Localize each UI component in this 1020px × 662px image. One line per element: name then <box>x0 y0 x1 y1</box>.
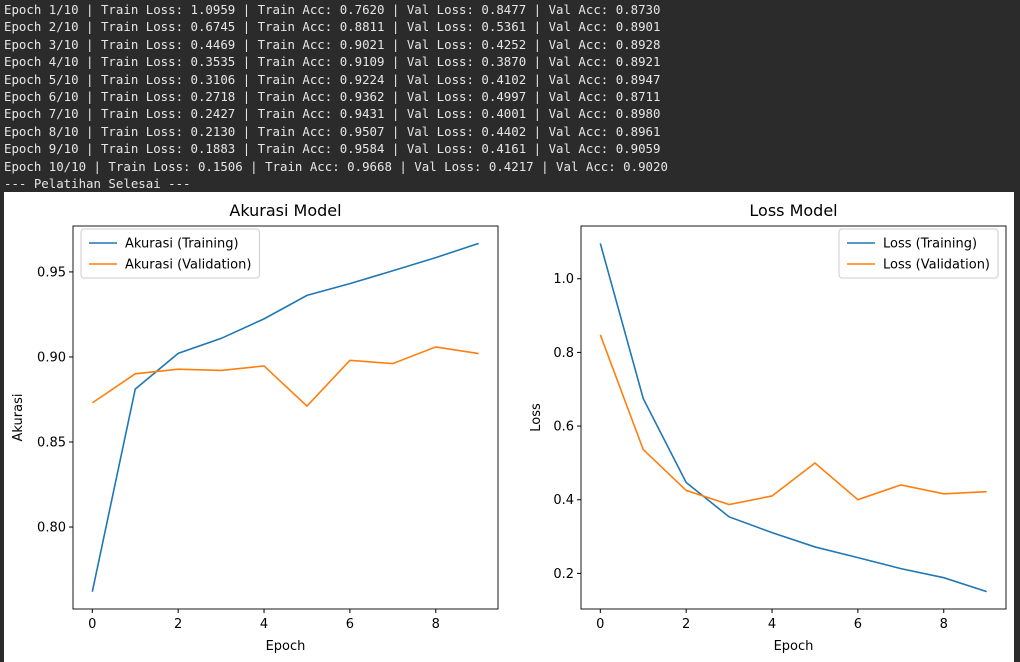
console-line: Epoch 5/10 | Train Loss: 0.3106 | Train … <box>4 71 661 87</box>
console-line: Epoch 9/10 | Train Loss: 0.1883 | Train … <box>4 141 661 157</box>
x-tick-label: 8 <box>940 617 948 632</box>
chart-title: Akurasi Model <box>229 201 341 220</box>
x-tick-label: 2 <box>682 617 690 632</box>
x-tick-label: 0 <box>88 617 96 632</box>
y-tick-label: 0.90 <box>37 350 66 365</box>
console-line: Epoch 3/10 | Train Loss: 0.4469 | Train … <box>4 36 661 52</box>
legend-frame <box>838 228 999 279</box>
console-line: Epoch 8/10 | Train Loss: 0.2130 | Train … <box>4 123 661 139</box>
x-tick-label: 4 <box>768 617 776 632</box>
console-line: Epoch 1/10 | Train Loss: 1.0959 | Train … <box>4 2 661 17</box>
legend-frame <box>80 228 260 279</box>
chart-title: Loss Model <box>749 201 837 220</box>
legend-label: Loss (Validation) <box>883 258 990 273</box>
y-tick-label: 0.6 <box>553 420 574 435</box>
console-line: --- Pelatihan Selesai --- <box>4 175 191 191</box>
data-line <box>91 346 479 408</box>
data-line <box>599 243 987 593</box>
y-tick-label: 0.80 <box>37 521 66 536</box>
legend-label: Loss (Training) <box>883 237 977 252</box>
legend: Akurasi (Training) Akurasi (Validation) <box>80 228 260 279</box>
x-tick-label: 4 <box>260 617 268 632</box>
data-line <box>599 334 987 506</box>
axes-frame <box>72 225 499 610</box>
console-line: Epoch 4/10 | Train Loss: 0.3535 | Train … <box>4 54 661 70</box>
y-tick-label: 0.8 <box>553 346 574 361</box>
x-axis-label: Epoch <box>266 639 306 654</box>
y-axis-label: Akurasi <box>11 394 26 442</box>
console-line: Epoch 10/10 | Train Loss: 0.1506 | Train… <box>4 158 668 174</box>
x-tick-label: 8 <box>432 617 440 632</box>
y-tick-label: 0.85 <box>37 435 66 450</box>
y-tick-label: 0.2 <box>553 567 574 582</box>
console-line: Epoch 7/10 | Train Loss: 0.2427 | Train … <box>4 106 661 122</box>
x-axis-label: Epoch <box>774 639 814 654</box>
x-tick-label: 0 <box>596 617 604 632</box>
legend: Loss (Training) Loss (Validation) <box>838 228 999 279</box>
x-tick-label: 2 <box>174 617 182 632</box>
console-line: Epoch 6/10 | Train Loss: 0.2718 | Train … <box>4 88 661 104</box>
x-tick-label: 6 <box>854 617 862 632</box>
console-output: Epoch 1/10 | Train Loss: 1.0959 | Train … <box>4 1 668 192</box>
y-tick-label: 0.95 <box>37 265 66 280</box>
axes-frame <box>580 225 1007 610</box>
x-tick-label: 6 <box>346 617 354 632</box>
console-line: Epoch 2/10 | Train Loss: 0.6745 | Train … <box>4 19 661 35</box>
y-axis-label: Loss <box>529 403 544 432</box>
legend-label: Akurasi (Validation) <box>125 258 251 273</box>
y-tick-label: 1.0 <box>553 272 574 287</box>
legend-label: Akurasi (Training) <box>125 237 239 252</box>
y-tick-label: 0.4 <box>553 493 574 508</box>
